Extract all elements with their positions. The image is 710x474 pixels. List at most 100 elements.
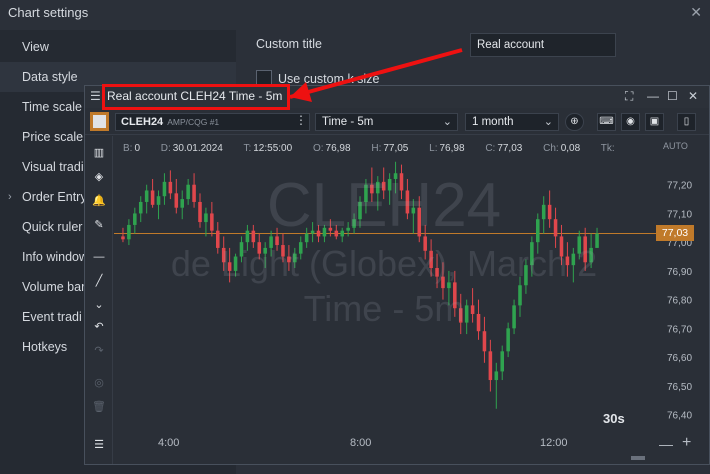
candle-body bbox=[216, 230, 220, 248]
alert-icon[interactable]: 🔔 bbox=[92, 195, 106, 207]
sidebar-item-quick-ruler[interactable]: Quick ruler bbox=[22, 220, 83, 234]
sidebar-item-price-scale[interactable]: Price scale bbox=[22, 130, 84, 144]
candle-body bbox=[458, 308, 463, 323]
sidebar-item-time-scale[interactable]: Time scale bbox=[22, 100, 82, 114]
sidebar-item-info-window[interactable]: Info window bbox=[22, 250, 89, 264]
candle-body bbox=[156, 196, 161, 205]
candle-body bbox=[168, 181, 173, 194]
candle-body bbox=[316, 230, 321, 237]
zoom-out-icon[interactable]: — bbox=[659, 436, 673, 452]
layers-icon[interactable]: ◈ bbox=[94, 171, 104, 183]
period-value: 1 month bbox=[472, 116, 514, 128]
compare-icon[interactable]: ⊕ bbox=[565, 113, 584, 131]
minimize-icon[interactable]: — bbox=[647, 89, 659, 103]
candle-body bbox=[565, 256, 570, 266]
candle-body bbox=[429, 250, 433, 269]
chart-titlebar[interactable]: ☰ Real account CLEH24 Time - 5m ⛶ — ☐ ✕ bbox=[85, 86, 709, 108]
more-icon[interactable]: ⋮ bbox=[295, 113, 307, 127]
template-icon[interactable]: ▣ bbox=[645, 113, 664, 131]
sidebar-item-volume-bar[interactable]: Volume bar bbox=[22, 280, 86, 294]
symbol-label: CLEH24 bbox=[121, 116, 164, 128]
fullscreen-icon[interactable]: ⛶ bbox=[625, 89, 634, 103]
scroll-handle[interactable] bbox=[631, 456, 645, 460]
candle-body bbox=[198, 201, 202, 223]
pencil-icon[interactable]: ✎ bbox=[94, 219, 104, 231]
symbol-selector[interactable]: CLEH24 AMP/CQG #1 bbox=[115, 113, 310, 131]
candle-body bbox=[488, 351, 493, 381]
candle-body bbox=[352, 219, 356, 228]
candle-body bbox=[257, 242, 262, 254]
indicators-icon[interactable]: ▥ bbox=[93, 147, 105, 159]
candle-body bbox=[192, 184, 196, 202]
horizontal-line-icon[interactable]: — bbox=[93, 251, 105, 263]
price-tick: 76,60 bbox=[667, 353, 692, 364]
candle-body bbox=[281, 245, 285, 257]
period-dropdown[interactable]: 1 month ⌄ bbox=[465, 113, 559, 131]
chevron-down-icon[interactable]: ⌄ bbox=[94, 299, 104, 311]
close-icon[interactable]: ✕ bbox=[690, 4, 702, 20]
candle-body bbox=[346, 227, 350, 231]
list-icon[interactable]: ☰ bbox=[94, 439, 104, 451]
keyboard-icon[interactable]: ⌨ bbox=[597, 113, 616, 131]
candle-body bbox=[180, 199, 184, 208]
use-custom-checkbox[interactable] bbox=[256, 70, 272, 86]
zoom-in-icon[interactable]: + bbox=[682, 434, 692, 451]
price-chart[interactable]: 77,20 77,10 77,00 76,90 76,80 76,70 76,60 76,50… bbox=[114, 136, 710, 464]
visibility-icon[interactable]: ◎ bbox=[94, 377, 104, 389]
candle-body bbox=[239, 242, 244, 257]
candle-body bbox=[393, 173, 398, 179]
maximize-icon[interactable]: ☐ bbox=[667, 89, 678, 103]
candle-body bbox=[287, 256, 291, 263]
ohlc-l: 76,98 bbox=[439, 143, 465, 154]
close-icon[interactable]: ✕ bbox=[688, 89, 699, 103]
timeframe-dropdown[interactable]: Time - 5m ⌄ bbox=[315, 113, 458, 131]
candle-body bbox=[162, 181, 167, 197]
candle-body bbox=[476, 313, 481, 332]
ohlc-c: 77,03 bbox=[497, 143, 523, 154]
candle-body bbox=[589, 247, 593, 263]
candle-body bbox=[381, 181, 386, 191]
custom-title-input[interactable] bbox=[470, 33, 616, 57]
chevron-right-icon[interactable]: › bbox=[8, 191, 12, 203]
candle-body bbox=[186, 184, 190, 200]
mouse-icon[interactable]: ◉ bbox=[621, 113, 640, 131]
candle-body bbox=[251, 230, 256, 243]
sidebar-item-hotkeys[interactable]: Hotkeys bbox=[22, 340, 68, 354]
link-color-icon[interactable] bbox=[90, 112, 109, 131]
candle-body bbox=[127, 224, 131, 240]
use-custom-label: Use custom k size bbox=[278, 72, 380, 86]
candle-body bbox=[227, 262, 232, 271]
candle-body bbox=[423, 236, 427, 251]
sidebar-item-order-entry[interactable]: Order Entry bbox=[22, 190, 87, 204]
trend-line-icon[interactable]: ╱ bbox=[95, 275, 103, 287]
candle-body bbox=[138, 201, 143, 214]
price-axis-mode[interactable]: AUTO bbox=[663, 141, 688, 151]
candle-body bbox=[482, 331, 487, 352]
candle-body bbox=[530, 242, 534, 266]
candle-body bbox=[387, 178, 392, 191]
trash-icon[interactable]: 🗑 bbox=[92, 401, 106, 413]
candle-body bbox=[547, 204, 552, 220]
candle-body bbox=[233, 256, 238, 271]
candle-body bbox=[553, 219, 558, 237]
drawing-toolbar: ▥ ◈ 🔔 ✎ — ╱ ⌄ ↶ ↷ ◎ 🗑 ☰ bbox=[85, 136, 113, 464]
ohlc-h: 77,05 bbox=[383, 143, 409, 154]
chevron-down-icon: ⌄ bbox=[543, 116, 553, 128]
undo-icon[interactable]: ↶ bbox=[94, 321, 104, 333]
candle-body bbox=[269, 236, 273, 248]
sidebar-item-data-style[interactable]: Data style bbox=[22, 70, 78, 84]
candle-body bbox=[524, 265, 528, 286]
panel-toggle-icon[interactable]: ▯ bbox=[677, 113, 696, 131]
sidebar-item-event-trading[interactable]: Event tradi bbox=[22, 310, 82, 324]
chart-title: Real account CLEH24 Time - 5m bbox=[107, 89, 283, 103]
candle-body bbox=[221, 247, 226, 263]
redo-icon[interactable]: ↷ bbox=[94, 345, 104, 357]
candle-body bbox=[447, 282, 451, 289]
ohlc-ch: 0,08 bbox=[560, 143, 581, 154]
menu-icon[interactable]: ☰ bbox=[90, 89, 101, 103]
candle-body bbox=[571, 253, 576, 266]
candle-body bbox=[121, 236, 125, 240]
sidebar-item-view[interactable]: View bbox=[22, 40, 49, 54]
sidebar-item-visual-trading[interactable]: Visual tradi bbox=[22, 160, 84, 174]
price-tick: 77,00 bbox=[667, 238, 692, 249]
